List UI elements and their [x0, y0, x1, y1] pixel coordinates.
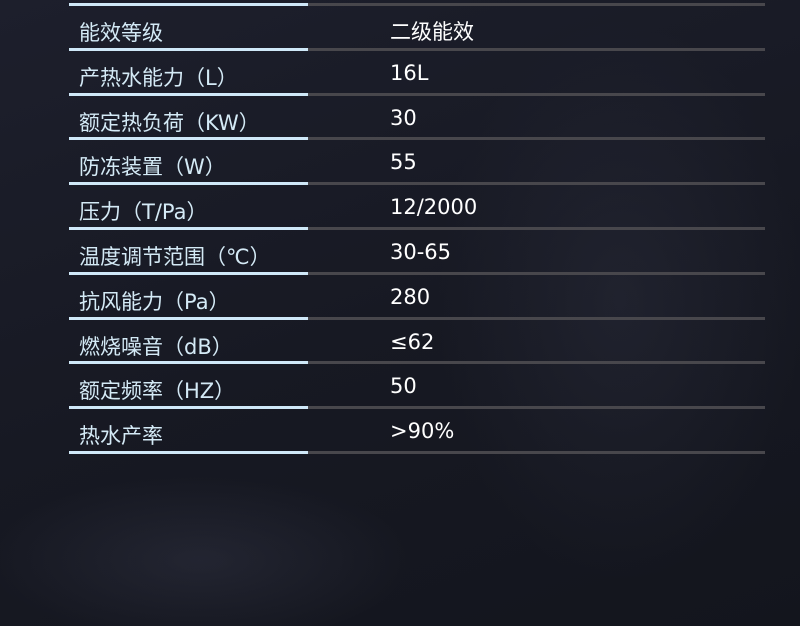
spec-value: 16L — [390, 60, 429, 85]
spec-value: 12/2000 — [390, 195, 478, 220]
spec-label: 能效等级 — [79, 21, 163, 45]
spec-value: 55 — [390, 150, 417, 175]
spec-value: >90% — [390, 419, 455, 444]
spec-label: 产热水能力（L） — [79, 65, 238, 90]
table-row: 压力（T/Pa） 12/2000 — [69, 185, 765, 230]
spec-table: 能效等级 二级能效 产热水能力（L） 16L 额定热负荷（KW） 30 防冻装置（W）… — [69, 3, 765, 454]
spec-value: ≤62 — [390, 329, 435, 354]
spec-value: 30-65 — [390, 239, 452, 264]
spec-label: 温度调节范围（℃） — [79, 244, 271, 269]
spec-label: 燃烧噪音（dB） — [79, 334, 233, 359]
table-top-border — [69, 3, 765, 6]
table-row: 燃烧噪音（dB） ≤62 — [69, 320, 765, 365]
spec-label: 压力（T/Pa） — [79, 200, 208, 225]
table-row: 防冻装置（W） 55 — [69, 140, 765, 185]
table-row: 抗风能力（Pa） 280 — [69, 275, 765, 320]
spec-label: 抗风能力（Pa） — [79, 289, 230, 314]
table-row: 额定热负荷（KW） 30 — [69, 96, 765, 141]
table-row: 产热水能力（L） 16L — [69, 51, 765, 96]
spec-value: 30 — [390, 105, 417, 130]
spec-value: 280 — [390, 284, 431, 309]
spec-label: 额定热负荷（KW） — [79, 110, 260, 135]
table-row: 能效等级 二级能效 — [69, 6, 765, 51]
table-row: 热水产率 >90% — [69, 409, 765, 454]
spec-value: 二级能效 — [390, 20, 474, 44]
spec-label: 额定频率（HZ） — [79, 379, 236, 404]
table-row: 温度调节范围（℃） 30-65 — [69, 230, 765, 275]
spec-label: 防冻装置（W） — [79, 155, 226, 180]
spec-value: 50 — [390, 374, 417, 399]
spec-label: 热水产率 — [79, 424, 163, 449]
table-row: 额定频率（HZ） 50 — [69, 364, 765, 409]
